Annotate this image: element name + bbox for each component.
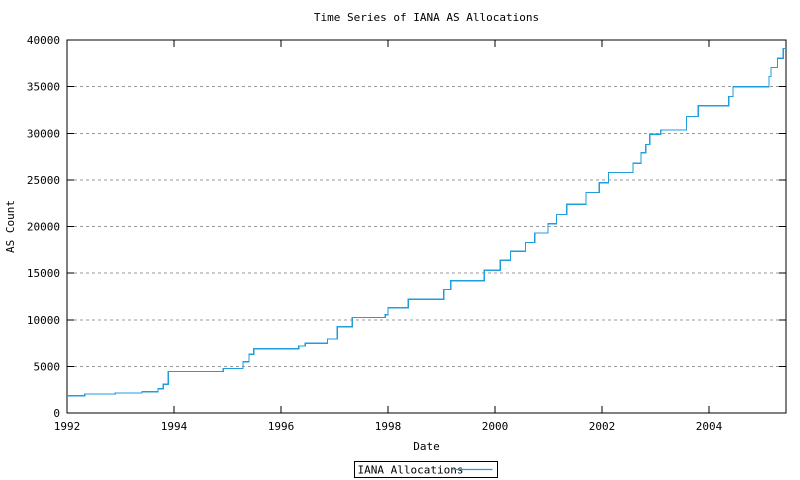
chart-title: Time Series of IANA AS Allocations [314, 11, 539, 24]
y-tick-label: 5000 [34, 360, 61, 373]
y-tick-label: 30000 [27, 127, 60, 140]
y-tick-label: 10000 [27, 314, 60, 327]
x-tick-label: 2002 [589, 420, 616, 433]
series-line-iana-allocations [67, 47, 786, 397]
x-tick-label: 1994 [161, 420, 188, 433]
legend-label: IANA Allocations [358, 464, 464, 477]
y-tick-label: 25000 [27, 174, 60, 187]
y-tick-label: 20000 [27, 221, 60, 234]
x-tick-label: 1996 [268, 420, 295, 433]
y-tick-label: 40000 [27, 34, 60, 47]
y-tick-label: 0 [53, 407, 60, 420]
x-tick-label: 2004 [696, 420, 723, 433]
plot-border [66, 39, 787, 414]
y-axis-label: AS Count [4, 200, 17, 253]
x-tick-label: 2000 [482, 420, 509, 433]
y-tick-label: 15000 [27, 267, 60, 280]
x-tick-label: 1992 [54, 420, 81, 433]
x-tick-label: 1998 [375, 420, 402, 433]
y-tick-label: 35000 [27, 81, 60, 94]
x-axis-label: Date [413, 440, 440, 453]
legend-box [354, 461, 498, 478]
